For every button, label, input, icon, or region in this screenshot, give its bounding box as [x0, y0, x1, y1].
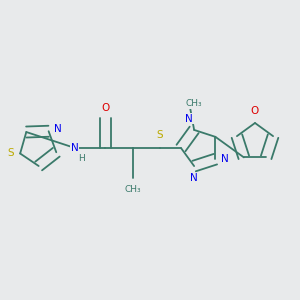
Text: H: H: [78, 154, 85, 163]
Text: N: N: [190, 173, 198, 183]
Text: CH₃: CH₃: [125, 185, 141, 194]
Text: O: O: [251, 106, 259, 116]
Text: N: N: [54, 124, 61, 134]
Text: O: O: [102, 103, 110, 113]
Text: N: N: [185, 114, 193, 124]
Text: CH₃: CH₃: [186, 99, 202, 108]
Text: N: N: [221, 154, 229, 164]
Text: N: N: [70, 143, 78, 153]
Text: S: S: [157, 130, 163, 140]
Text: S: S: [8, 148, 14, 158]
